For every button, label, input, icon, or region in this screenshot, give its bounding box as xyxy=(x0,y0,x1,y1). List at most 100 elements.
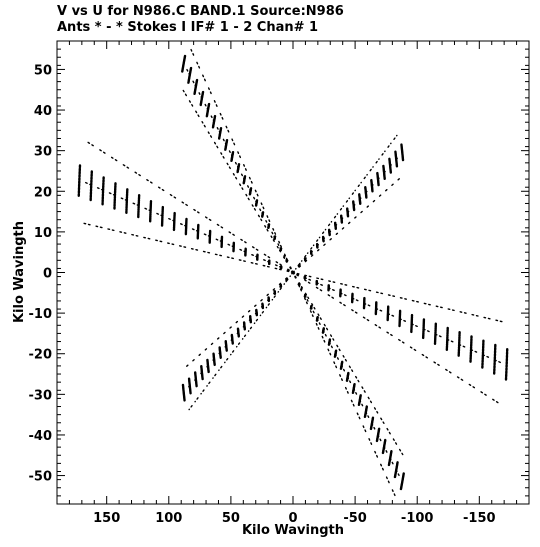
uv-trail xyxy=(213,141,219,149)
uv-trail xyxy=(346,208,352,214)
uv-trail xyxy=(232,173,238,180)
uv-trail xyxy=(354,214,359,219)
uv-trail xyxy=(304,255,309,260)
uv-trail xyxy=(110,156,118,162)
uv-trail xyxy=(226,256,234,260)
uv-trail xyxy=(409,346,417,352)
uv-trail xyxy=(310,248,315,254)
uv-trail xyxy=(204,364,209,370)
uv-trail xyxy=(374,450,379,459)
uv-trail xyxy=(341,225,347,230)
uv-trail xyxy=(230,137,236,146)
x-tick-label: 100 xyxy=(155,511,182,526)
uv-trail xyxy=(365,188,370,194)
uv-trail xyxy=(323,241,328,246)
uv-trail xyxy=(252,196,258,204)
uv-trail xyxy=(108,192,116,197)
uv-trail xyxy=(339,374,344,382)
uv-trail xyxy=(445,368,453,374)
uv-trail xyxy=(246,184,252,192)
uv-trail xyxy=(247,326,253,332)
uv-trail xyxy=(329,334,335,341)
uv-trail xyxy=(167,242,175,246)
uv-trail xyxy=(195,60,201,69)
uv-trail xyxy=(289,271,294,276)
uv-trail xyxy=(207,131,213,138)
uv-trail xyxy=(264,225,269,232)
uv-trail xyxy=(233,320,239,325)
uv-trail xyxy=(248,175,253,184)
uv-trail xyxy=(263,253,271,259)
uv-trail xyxy=(315,286,323,292)
uv-trail xyxy=(283,277,288,282)
uv-trail xyxy=(236,150,242,159)
uv-trail xyxy=(227,230,235,236)
uv-trail xyxy=(351,297,359,302)
uv-trail xyxy=(271,231,276,239)
uv-trail xyxy=(316,277,324,281)
uv-trail xyxy=(321,335,326,344)
uv-trail xyxy=(202,250,211,254)
uv-trail xyxy=(327,220,333,227)
uv-trail xyxy=(216,351,221,357)
uv-trail xyxy=(459,311,467,314)
x-axis-label: Kilo Wavingth xyxy=(242,523,344,538)
uv-trail xyxy=(234,331,240,337)
uv-trail xyxy=(245,193,250,201)
y-tick-label: -50 xyxy=(29,470,53,485)
uv-trail xyxy=(383,168,388,174)
uv-trail xyxy=(304,297,309,306)
uv-trail xyxy=(169,193,177,199)
uv-trail xyxy=(356,412,361,421)
uv-trail xyxy=(240,325,246,330)
uv-trail xyxy=(192,80,197,88)
uv-trail xyxy=(304,295,309,303)
uv-trail xyxy=(206,381,211,387)
uv-trail xyxy=(298,263,303,268)
uv-trail xyxy=(366,203,371,208)
uv-trail xyxy=(359,399,364,407)
uv-trail xyxy=(188,100,194,107)
uv-trail xyxy=(339,292,347,297)
uv-trail xyxy=(262,258,270,263)
uv-trail xyxy=(224,357,229,364)
uv-trail xyxy=(215,337,220,342)
plot-subtitle: Ants * - * Stokes I IF# 1 - 2 Chan# 1 xyxy=(57,20,318,35)
uv-trail xyxy=(323,323,329,331)
uv-trail xyxy=(393,134,398,141)
uv-trail xyxy=(184,364,189,369)
uv-trail xyxy=(195,110,200,118)
uv-trail xyxy=(494,359,502,364)
uv-trail xyxy=(340,283,348,286)
uv-trail xyxy=(213,99,218,107)
uv-trail xyxy=(397,176,402,181)
uv-trail xyxy=(336,344,341,352)
x-tick-label: -50 xyxy=(343,511,367,526)
uv-trail xyxy=(328,341,334,349)
x-tick-label: -150 xyxy=(463,511,496,526)
uv-trail xyxy=(317,313,322,320)
uv-trail xyxy=(95,225,103,229)
uv-trail xyxy=(258,299,263,304)
uv-trail xyxy=(377,434,382,442)
uv-trail xyxy=(367,396,373,404)
uv-trail xyxy=(434,333,442,338)
uv-trail xyxy=(190,247,199,251)
uv-trail xyxy=(304,274,312,278)
uv-trail xyxy=(363,288,372,292)
uv-trail xyxy=(83,222,91,226)
uv-trail xyxy=(315,322,320,331)
uv-trail xyxy=(433,361,441,367)
uv-trail xyxy=(203,233,211,238)
uv-trail xyxy=(399,297,408,300)
uv-trail xyxy=(86,141,94,147)
uv-trail xyxy=(371,182,376,187)
uv-trail xyxy=(242,163,247,171)
uv-trail xyxy=(391,181,396,186)
uv-trail xyxy=(215,238,223,243)
uv-trail xyxy=(492,398,500,404)
uv-trail xyxy=(371,422,376,430)
uv-trail xyxy=(228,149,233,158)
uv-trail xyxy=(120,197,128,202)
uv-trail xyxy=(327,294,335,300)
